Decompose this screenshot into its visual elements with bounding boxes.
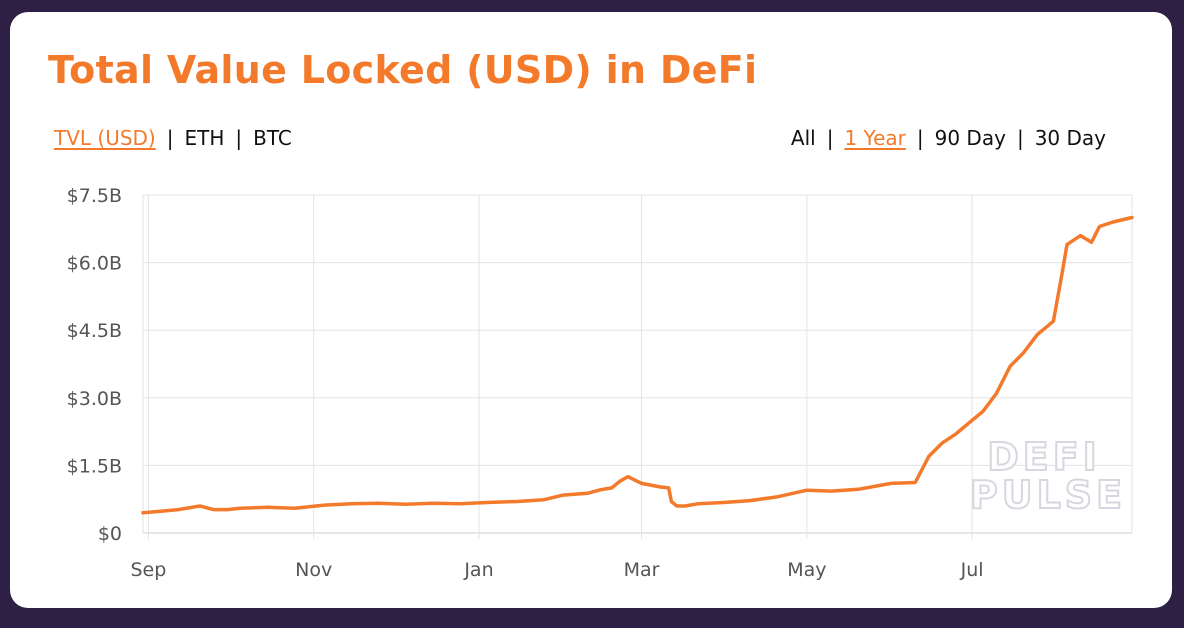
x-tick-label: May: [787, 559, 826, 581]
x-tick-label: Jan: [463, 559, 493, 581]
tab-separator: |: [166, 126, 174, 150]
page-title: Total Value Locked (USD) in DeFi: [48, 48, 758, 92]
tab-separator: |: [916, 126, 924, 150]
y-axis: $0 $1.5B $3.0B $4.5B $6.0B $7.5B: [67, 185, 122, 545]
y-tick-label: $1.5B: [67, 455, 122, 477]
x-tick-label: Mar: [624, 559, 660, 581]
y-tick-label: $0: [98, 523, 122, 545]
tab-range-90-day[interactable]: 90 Day: [934, 126, 1006, 150]
y-tick-label: $7.5B: [67, 185, 122, 207]
chart-card: Total Value Locked (USD) in DeFi TVL (US…: [10, 12, 1172, 608]
watermark-line-1: DEFI: [987, 435, 1101, 479]
tab-range-all[interactable]: All: [790, 126, 816, 150]
tab-eth[interactable]: ETH: [184, 126, 225, 150]
x-tick-label: Sep: [131, 559, 167, 581]
tab-btc[interactable]: BTC: [253, 126, 292, 150]
x-axis: Sep Nov Jan Mar May Jul: [131, 559, 984, 581]
y-tick-label: $4.5B: [67, 320, 122, 342]
series-layer: [141, 215, 1134, 515]
grid-layer: [142, 194, 1133, 539]
tab-separator: |: [235, 126, 243, 150]
tab-range-30-day[interactable]: 30 Day: [1034, 126, 1106, 150]
tab-separator: |: [826, 126, 834, 150]
y-tick-label: $6.0B: [67, 253, 122, 275]
tab-range-1-year[interactable]: 1 Year: [844, 126, 906, 150]
tvl-line-chart: DEFI PULSE $0 $1.5B $3.0B $4.5B $6.0B $7.5B S…: [67, 185, 1134, 581]
tab-tvl-usd[interactable]: TVL (USD): [54, 126, 156, 150]
range-tabs: All | 1 Year | 90 Day | 30 Day: [791, 126, 1106, 150]
watermark-line-2: PULSE: [970, 473, 1126, 517]
y-tick-label: $3.0B: [67, 388, 122, 410]
metric-tabs: TVL (USD) | ETH | BTC: [54, 126, 292, 150]
x-tick-label: Jul: [960, 559, 984, 581]
tvl-series-line: [141, 215, 1134, 515]
tab-separator: |: [1016, 126, 1024, 150]
x-tick-label: Nov: [295, 559, 332, 581]
defi-pulse-watermark: DEFI PULSE: [969, 434, 1126, 518]
